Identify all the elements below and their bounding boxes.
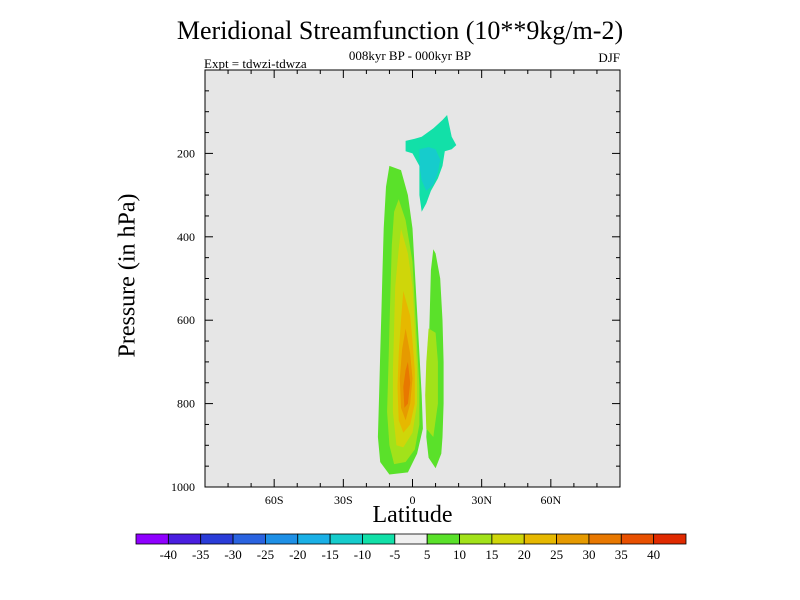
contour-fills	[377, 115, 457, 475]
colorbar-label: -30	[224, 547, 241, 562]
y-tick-label: 800	[177, 397, 195, 411]
colorbar-box	[459, 533, 493, 545]
colorbar-box	[265, 533, 299, 545]
colorbar-label: 10	[453, 547, 466, 562]
colorbar-box	[588, 533, 622, 545]
y-tick-label: 200	[177, 146, 195, 160]
axis-ticks: 60S 30S 0 30N 60N 200 400 600 800 1000	[171, 70, 620, 507]
colorbar-box	[491, 533, 525, 545]
colorbar-box	[297, 533, 331, 545]
contour-fill-10-3	[425, 328, 438, 437]
x-tick-label: 60N	[540, 493, 561, 507]
season-label: DJF	[598, 50, 620, 65]
chart-subtitle: 008kyr BP - 000kyr BP	[348, 48, 472, 63]
colorbar-label: -20	[289, 547, 306, 562]
colorbar-box	[426, 533, 460, 545]
colorbar-label: -35	[192, 547, 209, 562]
y-axis-label: Pressure (in hPa)	[114, 193, 141, 358]
colorbar-label: 25	[550, 547, 563, 562]
colorbar-box	[232, 533, 266, 545]
x-tick-label: 0	[410, 493, 416, 507]
colorbar-box	[394, 533, 428, 545]
colorbar-label: -15	[321, 547, 338, 562]
experiment-label: Expt = tdwzi-tdwza	[204, 56, 307, 71]
colorbar-box	[167, 533, 202, 545]
colorbar-label: 20	[518, 547, 531, 562]
colorbar-box	[200, 533, 234, 545]
colorbar: -40 -35 -30 -25 -20 -15 -10 -5 5 10 15 20 25 30 35 40	[135, 533, 687, 562]
y-tick-label: 400	[177, 230, 195, 244]
colorbar-box	[362, 533, 396, 545]
colorbar-box	[523, 533, 557, 545]
colorbar-box	[329, 533, 363, 545]
x-axis-label: Latitude	[372, 502, 453, 528]
colorbar-label: 35	[615, 547, 628, 562]
colorbar-label: 15	[485, 547, 498, 562]
y-tick-label: 1000	[171, 480, 195, 494]
colorbar-box	[620, 533, 655, 545]
colorbar-label: -5	[389, 547, 400, 562]
x-tick-label: 60S	[265, 493, 284, 507]
y-tick-label: 600	[177, 313, 195, 327]
colorbar-label: 5	[424, 547, 431, 562]
colorbar-label: 30	[582, 547, 595, 562]
colorbar-box	[653, 533, 687, 545]
colorbar-box	[135, 533, 169, 545]
colorbar-label: -40	[160, 547, 177, 562]
colorbar-box	[556, 533, 590, 545]
contour-fill-neg10-9	[419, 147, 441, 191]
x-tick-label: 30S	[334, 493, 353, 507]
colorbar-label: -10	[354, 547, 371, 562]
colorbar-label: 40	[647, 547, 660, 562]
chart-title: Meridional Streamfunction (10**9kg/m-2)	[176, 16, 624, 45]
contour-fill-30-7	[403, 361, 411, 408]
colorbar-label: -25	[257, 547, 274, 562]
x-tick-label: 30N	[471, 493, 492, 507]
